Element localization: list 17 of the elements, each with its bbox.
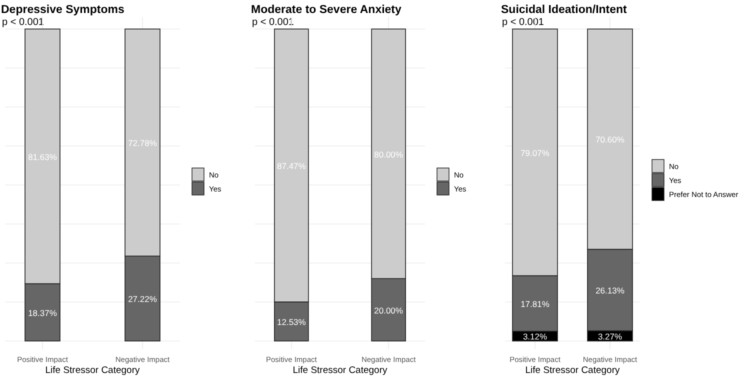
chart-subtitle: p < 0.001 bbox=[2, 17, 44, 28]
chart-subtitle: p < 0.001 bbox=[502, 17, 544, 28]
data-label: 3.12% bbox=[522, 332, 548, 342]
data-label: 20.00% bbox=[374, 305, 404, 316]
x-axis-title: Life Stressor Category bbox=[525, 365, 620, 376]
data-label: 12.53% bbox=[277, 316, 306, 327]
chart-subtitle: p < 0.001 bbox=[252, 17, 294, 28]
x-axis-title: Life Stressor Category bbox=[292, 365, 388, 376]
data-label: 27.22% bbox=[128, 294, 158, 304]
data-label: 17.81% bbox=[520, 298, 550, 309]
data-label: 26.13% bbox=[596, 286, 625, 296]
chart-title: Moderate to Severe Anxiety bbox=[251, 4, 402, 16]
x-axis-title: Life Stressor Category bbox=[45, 365, 140, 376]
data-label: 18.37% bbox=[28, 308, 58, 318]
chart-title: Suicidal Ideation/Intent bbox=[501, 4, 628, 16]
data-label: 3.27% bbox=[598, 331, 622, 342]
chart-title: Depressive Symptoms bbox=[1, 4, 124, 16]
